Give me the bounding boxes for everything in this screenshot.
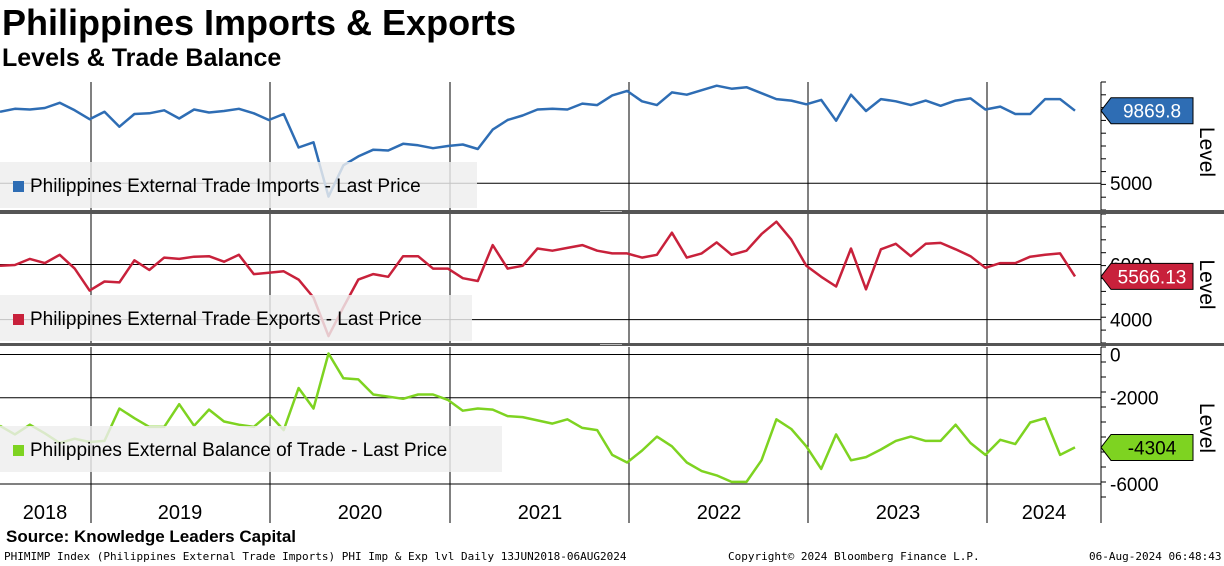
axis-title-imports: Level bbox=[1195, 127, 1218, 177]
copyright-note: Copyright© 2024 Bloomberg Finance L.P. bbox=[728, 550, 980, 563]
legend-swatch-balance bbox=[13, 445, 24, 456]
year-label-2020: 2020 bbox=[338, 502, 383, 524]
legend-swatch-imports bbox=[13, 181, 24, 192]
year-label-2024: 2024 bbox=[1022, 502, 1067, 524]
year-label-2023: 2023 bbox=[876, 502, 921, 524]
axis-title-balance: Level bbox=[1195, 403, 1218, 453]
year-label-2021: 2021 bbox=[518, 502, 563, 524]
last-value-tag-balance bbox=[1100, 433, 1194, 461]
separator-grip-1 bbox=[600, 344, 622, 345]
tick-label-0-0: 5000 bbox=[1110, 174, 1152, 195]
legend-swatch-exports bbox=[13, 314, 24, 325]
chart-subtitle: Levels & Trade Balance bbox=[2, 44, 282, 72]
tick-label-2-1: -2000 bbox=[1110, 389, 1159, 410]
legend-label-imports: Philippines External Trade Imports - Las… bbox=[30, 176, 421, 197]
timestamp: 06-Aug-2024 06:48:43 bbox=[1089, 550, 1222, 563]
last-value-label-balance: -4304 bbox=[1128, 438, 1177, 459]
chart-title: Philippines Imports & Exports bbox=[2, 2, 517, 43]
year-label-2022: 2022 bbox=[697, 502, 742, 524]
axis-title-exports: Level bbox=[1195, 259, 1218, 309]
tick-label-2-0: 0 bbox=[1110, 346, 1121, 367]
last-value-label-exports: 5566.13 bbox=[1118, 267, 1187, 288]
legend-box-balance bbox=[0, 426, 502, 472]
year-label-2019: 2019 bbox=[158, 502, 203, 524]
legend-label-exports: Philippines External Trade Exports - Las… bbox=[30, 309, 422, 330]
source-note: Source: Knowledge Leaders Capital bbox=[6, 527, 297, 546]
series-line-exports bbox=[0, 220, 1077, 338]
last-value-tag-exports bbox=[1100, 262, 1194, 290]
legend-box-imports bbox=[0, 162, 477, 208]
tick-label-1-0: 4000 bbox=[1110, 311, 1152, 332]
legend-label-balance: Philippines External Balance of Trade - … bbox=[30, 440, 447, 461]
tick-label-2-2: -6000 bbox=[1110, 475, 1159, 496]
series-line-imports bbox=[0, 84, 1076, 198]
legend-box-exports bbox=[0, 295, 472, 341]
separator-grip-0 bbox=[600, 211, 622, 212]
year-label-2018: 2018 bbox=[23, 502, 68, 524]
ticker-info: PHIMIMP Index (Philippines External Trad… bbox=[4, 550, 627, 563]
last-value-tag-imports bbox=[1100, 97, 1194, 125]
series-line-balance bbox=[0, 352, 1076, 484]
last-value-label-imports: 9869.8 bbox=[1123, 102, 1181, 123]
